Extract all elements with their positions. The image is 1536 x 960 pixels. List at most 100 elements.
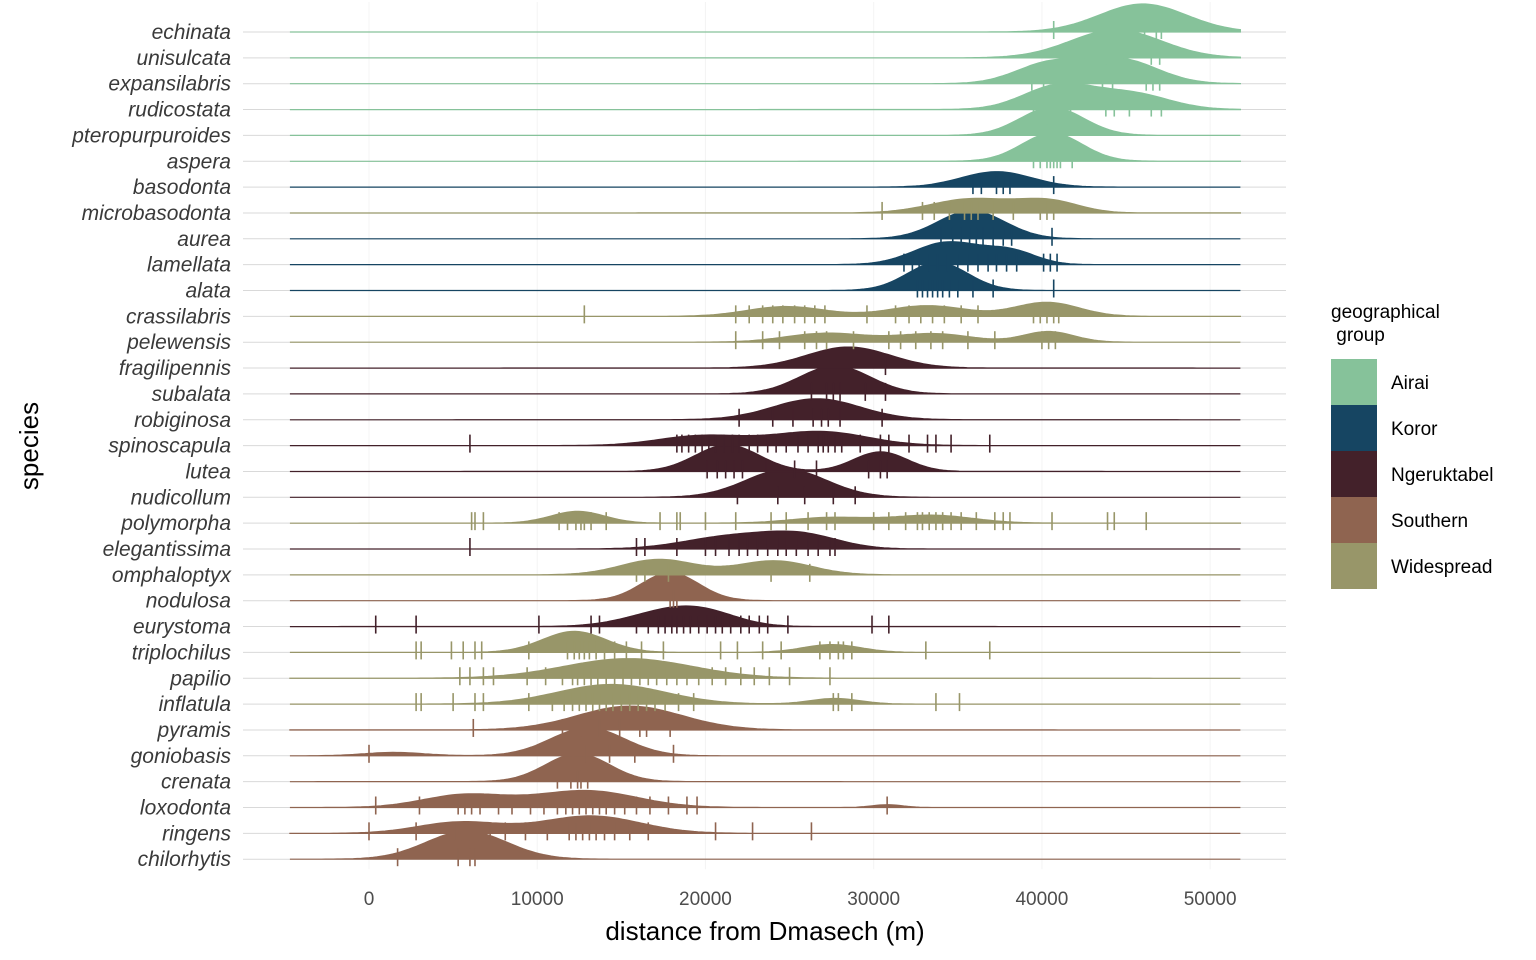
- species-label-ringens: ringens: [162, 822, 231, 845]
- x-tick-label-0: 0: [364, 889, 375, 910]
- ridge-subalata: [289, 365, 1241, 401]
- y-axis-title: species: [14, 402, 44, 490]
- ridge-ringens: [289, 815, 1241, 841]
- ridge-basodonta: [289, 171, 1241, 195]
- ridge-aurea: [289, 210, 1241, 246]
- density-subalata: [289, 365, 1241, 395]
- ridge-eurystoma: [289, 605, 1241, 634]
- ridge-chilorhytis: [289, 830, 1241, 867]
- density-chilorhytis: [289, 830, 1241, 860]
- ridges-layer: [243, 2, 1286, 870]
- density-expansilabris: [289, 56, 1241, 85]
- ridge-robiginosa: [289, 398, 1241, 427]
- density-ringens: [289, 815, 1241, 834]
- legend-swatch-ngeruktabel: [1331, 451, 1377, 497]
- legend-swatch-widespread: [1331, 543, 1377, 589]
- ridge-pteropurpuroides: [289, 106, 1241, 143]
- density-omphaloptyx: [289, 558, 1241, 576]
- density-aspera: [289, 132, 1241, 162]
- x-tick-label-1: 10000: [511, 889, 564, 910]
- species-label-nodulosa: nodulosa: [146, 590, 231, 613]
- density-papilio: [289, 658, 1241, 679]
- density-basodonta: [289, 171, 1241, 188]
- density-triplochilus: [289, 630, 1241, 653]
- x-axis-title: distance from Dmasech (m): [605, 916, 924, 946]
- x-tick-label-5: 50000: [1184, 889, 1237, 910]
- species-label-omphaloptyx: omphaloptyx: [112, 564, 233, 587]
- legend-items: Airai Koror Ngeruktabel Southern Widespread: [1331, 359, 1493, 589]
- species-label-loxodonta: loxodonta: [140, 797, 231, 820]
- species-label-aspera: aspera: [167, 150, 231, 173]
- species-label-inflatula: inflatula: [159, 693, 231, 716]
- species-label-goniobasis: goniobasis: [131, 745, 232, 768]
- species-label-aurea: aurea: [177, 228, 231, 251]
- legend-swatch-airai: [1331, 359, 1377, 405]
- density-eurystoma: [289, 605, 1241, 628]
- ridge-elegantissima: [289, 530, 1241, 556]
- species-label-subalata: subalata: [152, 383, 231, 406]
- ridge-crenata: [289, 753, 1241, 789]
- ridge-lamellata: [289, 241, 1241, 272]
- x-tick-label-2: 20000: [679, 889, 732, 910]
- species-label-expansilabris: expansilabris: [108, 73, 231, 96]
- ridge-inflatula: [289, 683, 1241, 712]
- species-label-microbasodonta: microbasodonta: [82, 202, 231, 225]
- ridge-microbasodonta: [289, 197, 1241, 220]
- legend-label-southern: Southern: [1391, 511, 1468, 532]
- species-label-pyramis: pyramis: [156, 719, 231, 742]
- density-pelewensis: [289, 330, 1241, 343]
- species-label-rudicostata: rudicostata: [128, 99, 231, 122]
- species-label-spinoscapula: spinoscapula: [108, 435, 231, 458]
- ridge-rudicostata: [289, 82, 1241, 117]
- species-label-eurystoma: eurystoma: [133, 616, 231, 639]
- density-lutea: [289, 444, 1241, 473]
- density-unisulcata: [289, 29, 1241, 59]
- density-goniobasis: [289, 727, 1241, 757]
- species-label-echinata: echinata: [152, 21, 231, 44]
- species-label-triplochilus: triplochilus: [132, 641, 232, 664]
- density-aurea: [289, 210, 1241, 240]
- species-label-chilorhytis: chilorhytis: [138, 848, 232, 871]
- density-inflatula: [289, 683, 1241, 705]
- ridge-nodulosa: [289, 572, 1241, 608]
- species-label-robiginosa: robiginosa: [134, 409, 231, 432]
- species-label-unisulcata: unisulcata: [136, 47, 231, 70]
- legend-label-widespread: Widespread: [1391, 557, 1492, 578]
- ridge-echinata: [289, 3, 1241, 39]
- x-tick-label-4: 40000: [1015, 889, 1068, 910]
- legend-swatch-koror: [1331, 405, 1377, 451]
- ridge-papilio: [289, 658, 1241, 686]
- species-label-elegantissima: elegantissima: [103, 538, 231, 561]
- density-elegantissima: [289, 530, 1241, 550]
- density-robiginosa: [289, 398, 1241, 421]
- species-label-polymorpha: polymorpha: [120, 512, 231, 535]
- density-echinata: [289, 3, 1241, 33]
- legend-swatch-southern: [1331, 497, 1377, 543]
- species-label-crenata: crenata: [161, 771, 231, 794]
- legend-title-line-1: group: [1331, 325, 1385, 346]
- ridge-pyramis: [289, 705, 1241, 737]
- ridge-crassilabris: [289, 301, 1241, 324]
- species-label-pelewensis: pelewensis: [126, 331, 231, 354]
- ridge-omphaloptyx: [289, 558, 1241, 582]
- density-fragilipennis: [289, 346, 1241, 369]
- species-labels: echinata unisulcata expansilabris rudicosta…: [71, 21, 232, 871]
- ridge-triplochilus: [289, 630, 1241, 660]
- x-axis: 0 10000 20000 30000 40000 50000: [364, 889, 1237, 910]
- density-pyramis: [289, 705, 1241, 731]
- species-label-crassilabris: crassilabris: [126, 305, 232, 328]
- ridge-pelewensis: [289, 330, 1241, 350]
- density-crenata: [289, 753, 1241, 783]
- density-nodulosa: [289, 572, 1241, 602]
- density-nudicollum: [289, 468, 1241, 498]
- ridge-polymorpha: [289, 510, 1241, 531]
- ridge-expansilabris: [289, 56, 1241, 91]
- species-label-fragilipennis: fragilipennis: [119, 357, 232, 380]
- density-polymorpha: [289, 510, 1241, 524]
- ridge-nudicollum: [289, 468, 1241, 505]
- species-label-alata: alata: [185, 280, 231, 303]
- density-microbasodonta: [289, 197, 1241, 214]
- legend: geographical group Airai Koror Ngeruktabel…: [1331, 302, 1493, 589]
- density-pteropurpuroides: [289, 106, 1241, 136]
